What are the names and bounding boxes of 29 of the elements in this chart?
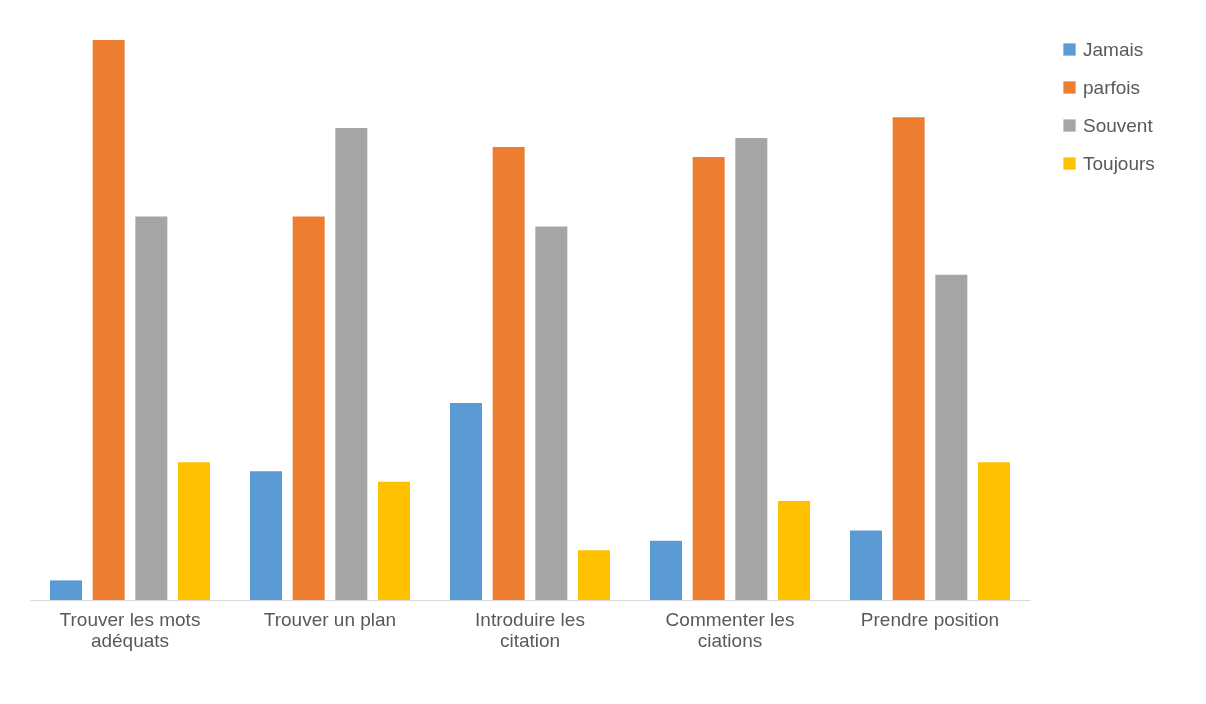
bar xyxy=(450,402,482,600)
x-tick-label: Trouver un plan xyxy=(263,608,397,630)
bar xyxy=(250,471,282,600)
bar xyxy=(535,226,568,600)
bar xyxy=(892,117,925,600)
bar xyxy=(492,146,525,600)
bar xyxy=(92,40,125,600)
x-tick-label: Trouver les mots adéquats xyxy=(59,608,201,651)
bar xyxy=(735,138,768,600)
bar xyxy=(292,216,325,600)
bar xyxy=(978,462,1010,600)
bar xyxy=(578,550,610,600)
bar xyxy=(778,500,810,600)
bar xyxy=(135,216,168,600)
bar xyxy=(850,530,882,600)
bar xyxy=(378,481,410,600)
x-tick-label: Prendre position xyxy=(860,608,1000,630)
legend-label: Souvent xyxy=(1083,114,1154,136)
x-tick-label: Commenter les ciations xyxy=(665,608,795,651)
bar xyxy=(650,540,682,600)
bar xyxy=(178,462,210,600)
bar xyxy=(50,580,82,600)
legend-label: Jamais xyxy=(1083,38,1144,60)
bar xyxy=(935,274,968,600)
legend-label: parfois xyxy=(1083,76,1141,98)
bar xyxy=(335,127,368,600)
x-tick-label: Introduire les citation xyxy=(475,608,585,651)
bar xyxy=(692,157,725,600)
legend-label: Toujours xyxy=(1083,152,1155,174)
